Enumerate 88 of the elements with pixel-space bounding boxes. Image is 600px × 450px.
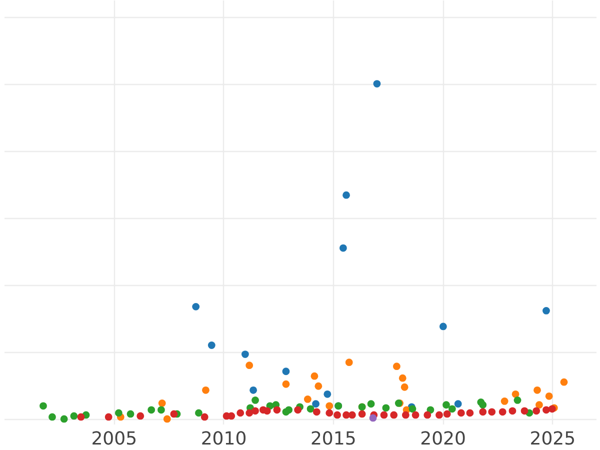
point [457, 409, 465, 417]
point [148, 406, 156, 414]
point [246, 409, 254, 417]
point [326, 402, 334, 410]
point [402, 411, 410, 419]
point [228, 412, 236, 420]
point [466, 409, 474, 417]
point [158, 406, 165, 414]
point [339, 244, 347, 252]
point [263, 407, 271, 415]
point [312, 400, 320, 408]
x-tick-label: 2005 [91, 428, 138, 450]
point [252, 407, 259, 415]
point [448, 405, 456, 413]
point [436, 411, 443, 419]
point [373, 80, 381, 88]
point [545, 392, 553, 400]
point [342, 191, 350, 199]
point [77, 413, 85, 421]
point [488, 408, 496, 416]
point [380, 411, 388, 419]
point [241, 350, 249, 358]
point [40, 402, 47, 410]
point [412, 411, 420, 419]
point [560, 378, 568, 386]
point [367, 400, 375, 408]
point [202, 386, 210, 394]
point [345, 358, 353, 366]
x-tick-label: 2020 [420, 428, 466, 450]
point [194, 409, 202, 417]
point [532, 407, 540, 415]
x-tick-label: 2015 [310, 428, 356, 450]
point [536, 401, 543, 409]
point [314, 382, 322, 390]
point [304, 395, 312, 403]
point [273, 406, 281, 414]
point [282, 380, 290, 388]
point [324, 390, 332, 398]
point [514, 396, 522, 404]
point [170, 410, 178, 418]
point [192, 302, 200, 310]
point [442, 401, 450, 409]
point [163, 415, 171, 423]
point [114, 409, 122, 417]
point [246, 362, 254, 370]
point [250, 386, 258, 394]
point [285, 406, 293, 414]
point [312, 408, 320, 416]
point [282, 368, 290, 376]
point [479, 408, 487, 416]
point [382, 404, 390, 412]
point [500, 398, 508, 405]
point [512, 390, 520, 398]
point [126, 410, 134, 418]
point [454, 400, 462, 408]
point [104, 413, 112, 421]
point [439, 322, 447, 330]
point [400, 383, 408, 391]
point [200, 413, 208, 421]
point [310, 372, 318, 380]
point [392, 362, 400, 370]
point [326, 409, 334, 417]
point [398, 374, 406, 382]
point [236, 409, 244, 417]
point [498, 408, 506, 416]
point [508, 407, 516, 415]
point [358, 410, 366, 418]
point [334, 411, 341, 419]
point [520, 407, 528, 415]
point [306, 405, 314, 413]
point [534, 386, 541, 394]
point [252, 396, 259, 404]
point [158, 400, 166, 407]
point [208, 342, 216, 349]
x-tick-label: 2010 [200, 428, 247, 450]
point [294, 406, 302, 414]
x-tick-label: 2025 [530, 428, 576, 450]
point [443, 410, 451, 418]
point [348, 411, 356, 419]
point [424, 411, 432, 419]
point [48, 413, 56, 421]
point [369, 414, 377, 422]
point [136, 412, 144, 420]
point [60, 415, 68, 423]
point [390, 411, 398, 419]
point [479, 401, 487, 409]
point [70, 412, 78, 420]
point [542, 307, 550, 314]
